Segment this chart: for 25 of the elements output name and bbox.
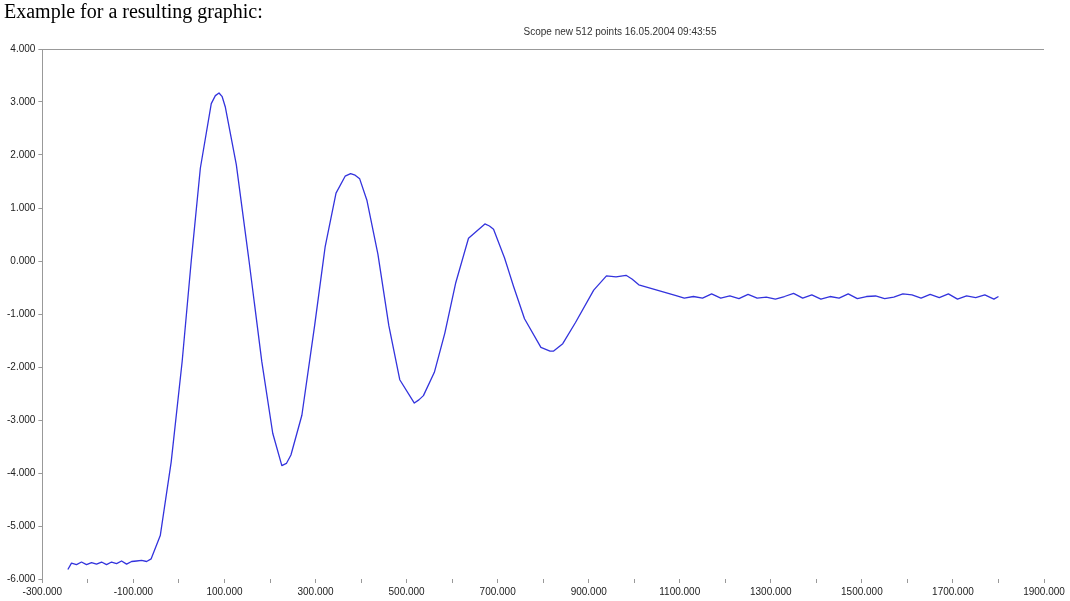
y-tick-label: -2.000 <box>7 360 36 372</box>
x-tick-label: 1500.000 <box>841 585 884 597</box>
x-tick-label: -100.000 <box>113 585 154 597</box>
y-tick-label: 1.000 <box>10 201 36 213</box>
y-tick-label: -5.000 <box>7 519 36 531</box>
x-tick-label: 100.000 <box>206 585 243 597</box>
y-tick-label: 4.000 <box>10 42 36 54</box>
y-tick-label: 2.000 <box>10 148 36 160</box>
x-tick-label: 1700.000 <box>932 585 975 597</box>
x-tick-label: 1900.000 <box>1023 585 1066 597</box>
y-tick-label: -6.000 <box>7 572 36 584</box>
x-tick-label: 300.000 <box>297 585 335 597</box>
chart-subtitle: Scope new 512 points 16.05.2004 09:43:55 <box>522 26 718 37</box>
x-tick-label: 700.000 <box>479 585 517 597</box>
chart-title: Example for a resulting graphic: <box>4 0 263 23</box>
y-tick-label: -1.000 <box>7 307 36 319</box>
x-tick-label: -300.000 <box>22 585 63 597</box>
x-tick-label: 1100.000 <box>659 585 701 597</box>
x-tick-label: 500.000 <box>388 585 426 597</box>
y-tick-label: 0.000 <box>10 254 36 266</box>
y-tick-label: -4.000 <box>7 466 36 478</box>
x-tick-label: 1300.000 <box>749 585 793 597</box>
y-tick-label: 3.000 <box>10 95 36 107</box>
y-tick-label: -3.000 <box>7 413 36 425</box>
x-tick-label: 900.000 <box>570 585 608 597</box>
